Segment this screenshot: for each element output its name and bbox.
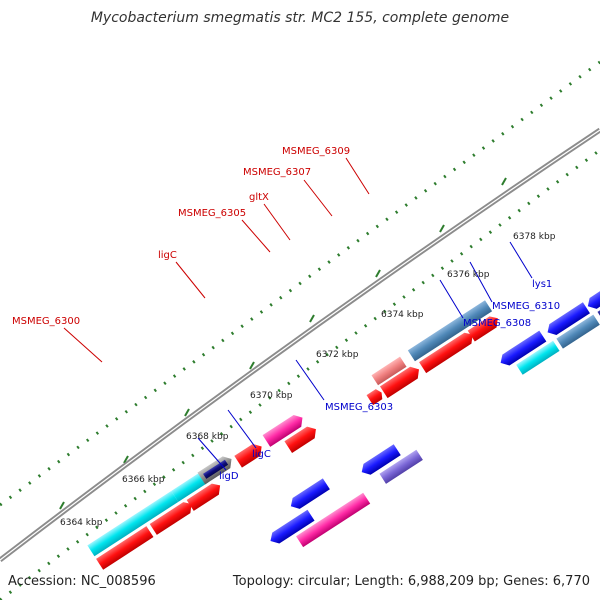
gene-label: gltX bbox=[249, 192, 269, 203]
genome-summary: Topology: circular; Length: 6,988,209 bp… bbox=[232, 574, 590, 589]
gene-label: ligC bbox=[252, 449, 271, 460]
scale-label: 6374 kbp bbox=[381, 310, 424, 320]
scale-label: 6376 kbp bbox=[447, 270, 490, 280]
inner-tick-track bbox=[0, 148, 600, 600]
scale-labels: 6364 kbp 6366 kbp 6368 kbp 6370 kbp 6372… bbox=[60, 232, 556, 528]
genome-backbone bbox=[0, 127, 600, 562]
major-ticks bbox=[59, 177, 507, 510]
gene-label: MSMEG_6303 bbox=[325, 402, 393, 413]
scale-label: 6370 kbp bbox=[250, 391, 293, 401]
gene-label: MSMEG_6307 bbox=[243, 167, 311, 178]
outer-tick-track bbox=[0, 60, 600, 507]
forward-genes bbox=[87, 300, 498, 570]
gene-label: MSMEG_6309 bbox=[282, 146, 350, 157]
scale-label: 6368 kbp bbox=[186, 432, 229, 442]
scale-label: 6364 kbp bbox=[60, 518, 103, 528]
bottom-label-leaders bbox=[197, 241, 533, 471]
gene-label: MSMEG_6305 bbox=[178, 208, 246, 219]
top-label-leaders bbox=[63, 157, 370, 363]
gene-label: MSMEG_6308 bbox=[463, 318, 531, 329]
gene-label: MSMEG_6310 bbox=[492, 301, 560, 312]
gene-label: ligD bbox=[219, 471, 239, 482]
map-title: Mycobacterium smegmatis str. MC2 155, co… bbox=[90, 10, 510, 26]
reverse-gene-labels: ligD ligC MSMEG_6303 MSMEG_6308 MSMEG_63… bbox=[219, 279, 560, 482]
scale-label: 6366 kbp bbox=[122, 475, 165, 485]
scale-label: 6372 kbp bbox=[316, 350, 359, 360]
scale-label: 6378 kbp bbox=[513, 232, 556, 242]
gene-label: MSMEG_6300 bbox=[12, 316, 80, 327]
gene-label: ligC bbox=[158, 250, 177, 261]
gene-label: lys1 bbox=[532, 279, 552, 290]
forward-gene-labels: MSMEG_6300 ligC MSMEG_6305 gltX MSMEG_63… bbox=[12, 146, 350, 327]
accession-label: Accession: NC_008596 bbox=[8, 574, 156, 589]
